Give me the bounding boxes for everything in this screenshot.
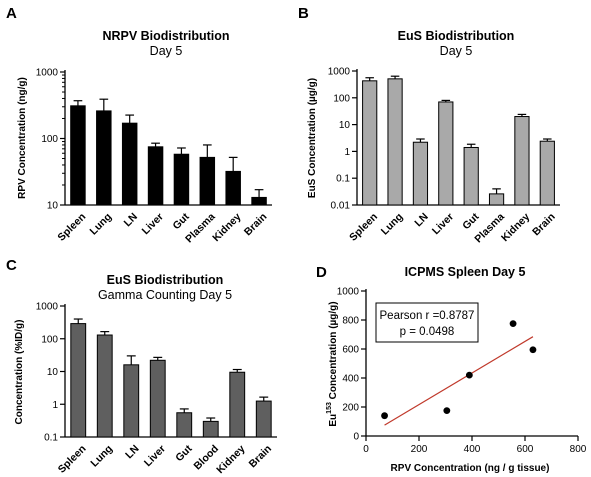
bar-ln: [123, 364, 140, 438]
y-tick-label: 1: [344, 147, 350, 158]
category-label-ln: LN: [123, 443, 141, 461]
category-label-kidney: Kidney: [210, 211, 243, 244]
y-tick-label: 1000: [36, 68, 59, 79]
category-label-spleen: Spleen: [56, 443, 89, 476]
bar-brain: [539, 140, 555, 206]
category-label-spleen: Spleen: [347, 211, 380, 244]
bar-ln: [121, 122, 138, 206]
x-tick-label: 400: [464, 444, 481, 455]
bar-gut: [463, 146, 479, 206]
category-label-lung: Lung: [88, 443, 115, 470]
y-tick-label: 0: [353, 432, 359, 443]
category-label-lung: Lung: [379, 211, 406, 238]
y-tick-label: 1000: [328, 67, 351, 78]
y-tick-label: 10: [47, 201, 59, 212]
bar-lung: [387, 78, 403, 206]
bar-spleen: [70, 105, 86, 206]
y-tick-label: 0.01: [331, 201, 351, 212]
correlation-box: [375, 302, 479, 343]
y-tick-label: 1: [52, 400, 58, 411]
chart-d-ylabel-main: Eu: [328, 414, 339, 427]
category-label-brain: Brain: [247, 443, 274, 470]
y-tick-label: 200: [342, 403, 359, 414]
bar-spleen: [362, 80, 378, 206]
y-tick-label: 100: [333, 93, 350, 104]
y-tick-label: 100: [41, 134, 58, 145]
panel-label-a: A: [6, 5, 17, 22]
y-tick-label: 400: [342, 374, 359, 385]
scatter-point-5: [529, 346, 537, 354]
y-tick-label: 10: [339, 120, 351, 131]
bar-brain: [251, 196, 267, 206]
y-tick-label: 600: [342, 345, 359, 356]
y-tick-label: 10: [47, 367, 59, 378]
chart-d-title: ICPMS Spleen Day 5: [405, 265, 526, 279]
bar-liver: [147, 146, 164, 206]
bar-blood: [202, 420, 219, 438]
chart-c-title: EuS Biodistribution: [107, 273, 224, 287]
y-tick-label: 800: [342, 316, 359, 327]
category-label-kidney: Kidney: [214, 443, 247, 476]
chart-a-ylabel: RPV Concentration (ng/g): [17, 77, 28, 199]
category-label-liver: Liver: [142, 443, 168, 469]
category-label-ln: LN: [412, 211, 430, 229]
x-tick-label: 600: [517, 444, 534, 455]
category-label-kidney: Kidney: [499, 211, 532, 244]
panel-label-b: B: [298, 5, 309, 22]
panel-label-c: C: [6, 257, 17, 274]
category-label-brain: Brain: [242, 211, 269, 238]
bar-kidney: [225, 170, 241, 206]
chart-d-xlabel: RPV Concentration (ng / g tissue): [391, 463, 550, 474]
bar-gut: [173, 153, 190, 206]
p-value-text: p = 0.0498: [400, 326, 455, 338]
chart-d-ylabel-sup: 153: [326, 402, 333, 414]
bar-plasma: [199, 156, 216, 206]
category-label-gut: Gut: [460, 210, 482, 232]
bar-lung: [96, 334, 113, 438]
category-label-brain: Brain: [530, 211, 557, 238]
category-label-liver: Liver: [430, 211, 456, 237]
category-label-gut: Gut: [173, 442, 195, 464]
y-tick-label: 1000: [36, 302, 59, 313]
scatter-point-4: [509, 320, 517, 328]
bar-liver: [438, 101, 454, 206]
bar-gut: [176, 412, 193, 438]
chart-a-subtitle: Day 5: [150, 44, 183, 58]
bar-kidney: [229, 371, 246, 438]
bar-liver: [149, 359, 166, 438]
category-label-spleen: Spleen: [55, 211, 88, 244]
scatter-point-2: [443, 407, 451, 415]
x-tick-label: 800: [570, 444, 587, 455]
category-label-liver: Liver: [140, 211, 166, 237]
y-tick-label: 100: [41, 334, 58, 345]
category-label-lung: Lung: [88, 211, 115, 238]
category-label-ln: LN: [122, 211, 140, 229]
bar-brain: [255, 400, 272, 438]
chart-d-ylabel: Eu153 Concentration (µg/g): [326, 301, 339, 426]
category-label-gut: Gut: [170, 210, 192, 232]
scatter-point-3: [465, 371, 473, 379]
x-tick-label: 0: [363, 444, 369, 455]
chart-b-ylabel: EuS Concentration (µg/g): [307, 78, 318, 198]
pearson-r-text: Pearson r =0.8787: [380, 310, 475, 322]
scatter-point-1: [381, 412, 388, 420]
y-tick-label: 0.1: [336, 174, 350, 185]
bar-lung: [96, 110, 112, 206]
x-tick-label: 200: [411, 444, 428, 455]
chart-c-subtitle: Gamma Counting Day 5: [98, 288, 232, 302]
bar-plasma: [488, 193, 505, 206]
chart-b-title: EuS Biodistribution: [398, 29, 515, 43]
y-tick-label: 1000: [337, 287, 360, 298]
chart-d-ylabel-rest: Concentration (µg/g): [328, 301, 339, 402]
bar-ln: [412, 141, 429, 206]
bar-spleen: [70, 323, 87, 438]
chart-c-ylabel: Concentration (%ID/g): [14, 320, 25, 425]
panel-label-d: D: [316, 264, 327, 281]
regression-line: [384, 336, 534, 426]
chart-b-subtitle: Day 5: [440, 44, 473, 58]
bar-kidney: [514, 116, 530, 206]
chart-a-title: NRPV Biodistribution: [102, 29, 229, 43]
y-tick-label: 0.1: [44, 433, 58, 444]
